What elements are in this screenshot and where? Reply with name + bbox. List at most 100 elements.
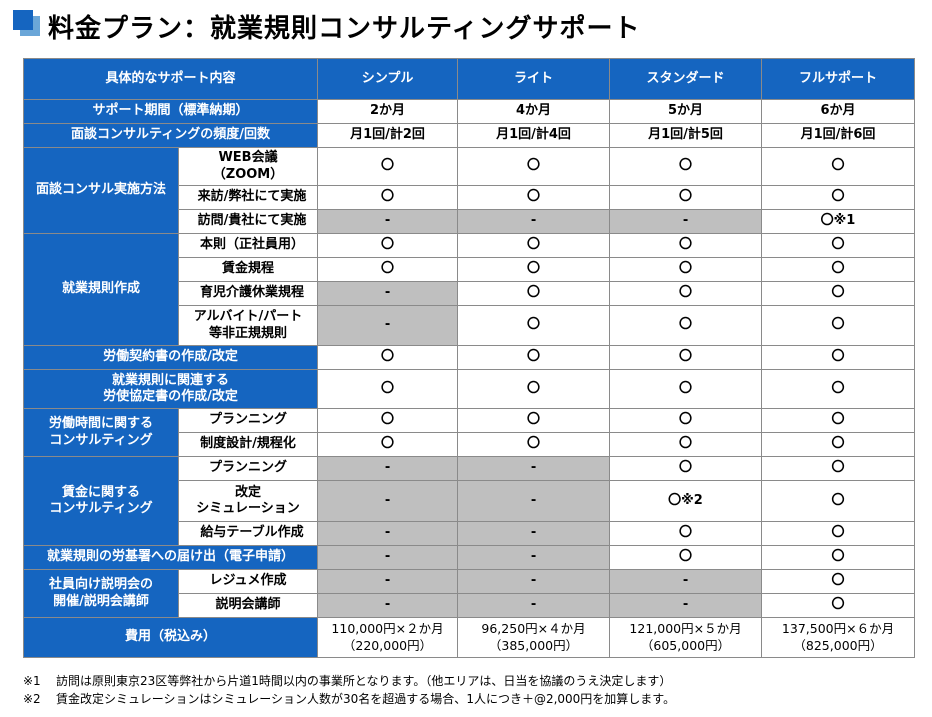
row-period: サポート期間（標準納期） 2か月 4か月 5か月 6か月 [22,99,916,124]
cell: 〇 [609,432,763,457]
group-label: 賃金に関する コンサルティング [23,456,179,546]
cell: 5か月 [609,99,763,124]
cell: 〇 [609,185,763,210]
cell: 4か月 [457,99,611,124]
cost-monthly: 110,000円×２か月 [331,621,444,637]
sub-label: 改定 シミュレーション [177,480,319,522]
row-filing: 就業規則の労基署への届け出（電子申請） - - 〇 〇 [22,545,916,570]
cost-total: （385,000円） [488,637,579,653]
sub-label: 来訪/弊社にて実施 [177,185,319,210]
cell: 6か月 [761,99,916,124]
cell: 〇 [761,185,916,210]
group-label: 社員向け説明会の 開催/説明会講師 [23,569,179,618]
cell: 〇 [317,432,459,457]
cell: 〇※1 [761,209,916,234]
cell: 〇 [761,456,916,481]
row-frequency: 面談コンサルティングの頻度/回数 月1回/計2回 月1回/計4回 月1回/計5回… [22,123,916,148]
cost-monthly: 137,500円×６か月 [781,621,895,637]
row-label: サポート期間（標準納期） [22,99,319,124]
sub-label-line2: シミュレーション [196,501,300,516]
row-hours-planning: 労働時間に関する コンサルティング プランニング 〇 〇 〇 〇 [23,408,916,457]
sub-label-line2: 等非正規規則 [209,325,288,341]
cell: - [609,593,763,618]
sub-label: プランニング [177,408,319,433]
footnote-text: 訪問は原則東京23区等弊社から片道1時間以内の事業所となります。（他エリアは、日… [56,674,672,688]
row-rules-parttime: アルバイト/パート 等非正規規則 - 〇 〇 〇 [24,305,916,346]
sub-label: 育児介護休業規程 [177,281,319,306]
sub-label: WEB会議 （ZOOM） [177,147,319,186]
group-label-line2: コンサルティング [49,432,153,448]
cell: 〇 [317,257,459,282]
cell: 〇 [761,147,916,186]
cell: 月1回/計5回 [609,123,763,148]
row-label-line2: 労使協定書の作成/改定 [103,389,238,404]
cell: 〇 [609,281,763,306]
cost-cell: 121,000円×５か月 （605,000円） [609,617,763,658]
cell: 〇 [761,345,916,370]
sub-label: プランニング [177,456,319,481]
sub-label: アルバイト/パート 等非正規規則 [177,305,319,346]
cell: 〇 [761,305,916,346]
cost-monthly: 121,000円×５か月 [629,621,742,637]
cell: - [317,209,459,234]
cell: - [317,456,459,481]
cell: 〇 [609,233,763,258]
sub-label: 説明会講師 [177,593,319,618]
cell: - [609,569,763,594]
cell: 月1回/計6回 [761,123,916,148]
row-label: 就業規則の労基署への届け出（電子申請） [22,545,319,570]
footnote-number: ※2 [23,692,41,706]
cell: 〇 [761,369,916,409]
sub-label: 本則（正社員用） [177,233,319,258]
cell: 〇 [609,456,763,481]
plan-standard: スタンダード [609,58,763,100]
cell: - [457,545,611,570]
cell: 〇 [457,408,611,433]
cell: 〇 [761,281,916,306]
header-corner: 具体的なサポート内容 [22,58,319,100]
group-label-line1: 社員向け説明会の [48,577,153,593]
cost-cell: 96,250円×４か月 （385,000円） [457,617,611,658]
row-rules-childcare: 育児介護休業規程 - 〇 〇 〇 [24,281,916,306]
cost-cell: 110,000円×２か月 （220,000円） [317,617,459,658]
cell: - [317,593,459,618]
sub-label-line1: 改定 [235,484,262,500]
pricing-table: 具体的なサポート内容 シンプル ライト スタンダード フルサポート サポート期間… [22,58,916,658]
footnote: ※2 賃金改定シミュレーションはシミュレーション人数が30名を超過する場合、1人に… [23,690,675,708]
row-method-visit-us: 来訪/弊社にて実施 〇 〇 〇 〇 [24,185,916,210]
cell: 〇 [317,408,459,433]
cell: 〇 [761,569,916,594]
cell: 〇 [761,593,916,618]
group-label-line2: 開催/説明会講師 [53,593,149,609]
cell: 〇 [609,305,763,346]
cell: 〇 [317,147,459,186]
cell: 〇 [761,233,916,258]
header-row: 具体的なサポート内容 シンプル ライト スタンダード フルサポート [22,58,916,100]
group-label: 面談コンサル実施方法 [23,147,179,234]
cost-total: （605,000円） [640,637,731,653]
cell: 〇 [761,432,916,457]
row-hours-design: 制度設計/規程化 〇 〇 〇 〇 [24,432,916,457]
cell: 〇 [457,281,611,306]
plan-light: ライト [457,58,611,100]
cell: - [457,480,611,522]
cell: - [317,305,459,346]
page-title: 料金プラン：就業規則コンサルティングサポート [48,14,641,44]
cell: 月1回/計4回 [457,123,611,148]
row-label: 面談コンサルティングの頻度/回数 [22,123,319,148]
cell: 〇 [609,369,763,409]
cell: 〇 [609,257,763,282]
row-label: 費用（税込み） [22,617,319,658]
cell: 〇 [457,432,611,457]
cell: 月1回/計2回 [317,123,459,148]
cell: 〇 [609,345,763,370]
cell: 〇 [457,305,611,346]
footnote: ※1 訪問は原則東京23区等弊社から片道1時間以内の事業所となります。（他エリアは… [23,672,675,690]
group-label-line2: コンサルティング [49,501,153,516]
cost-cell: 137,500円×６か月 （825,000円） [761,617,916,658]
cell: - [457,209,611,234]
row-wages-simulation: 改定 シミュレーション - - 〇※2 〇 [24,480,916,522]
cell: - [457,593,611,618]
sub-label: 制度設計/規程化 [177,432,319,457]
group-label: 労働時間に関する コンサルティング [23,408,179,457]
